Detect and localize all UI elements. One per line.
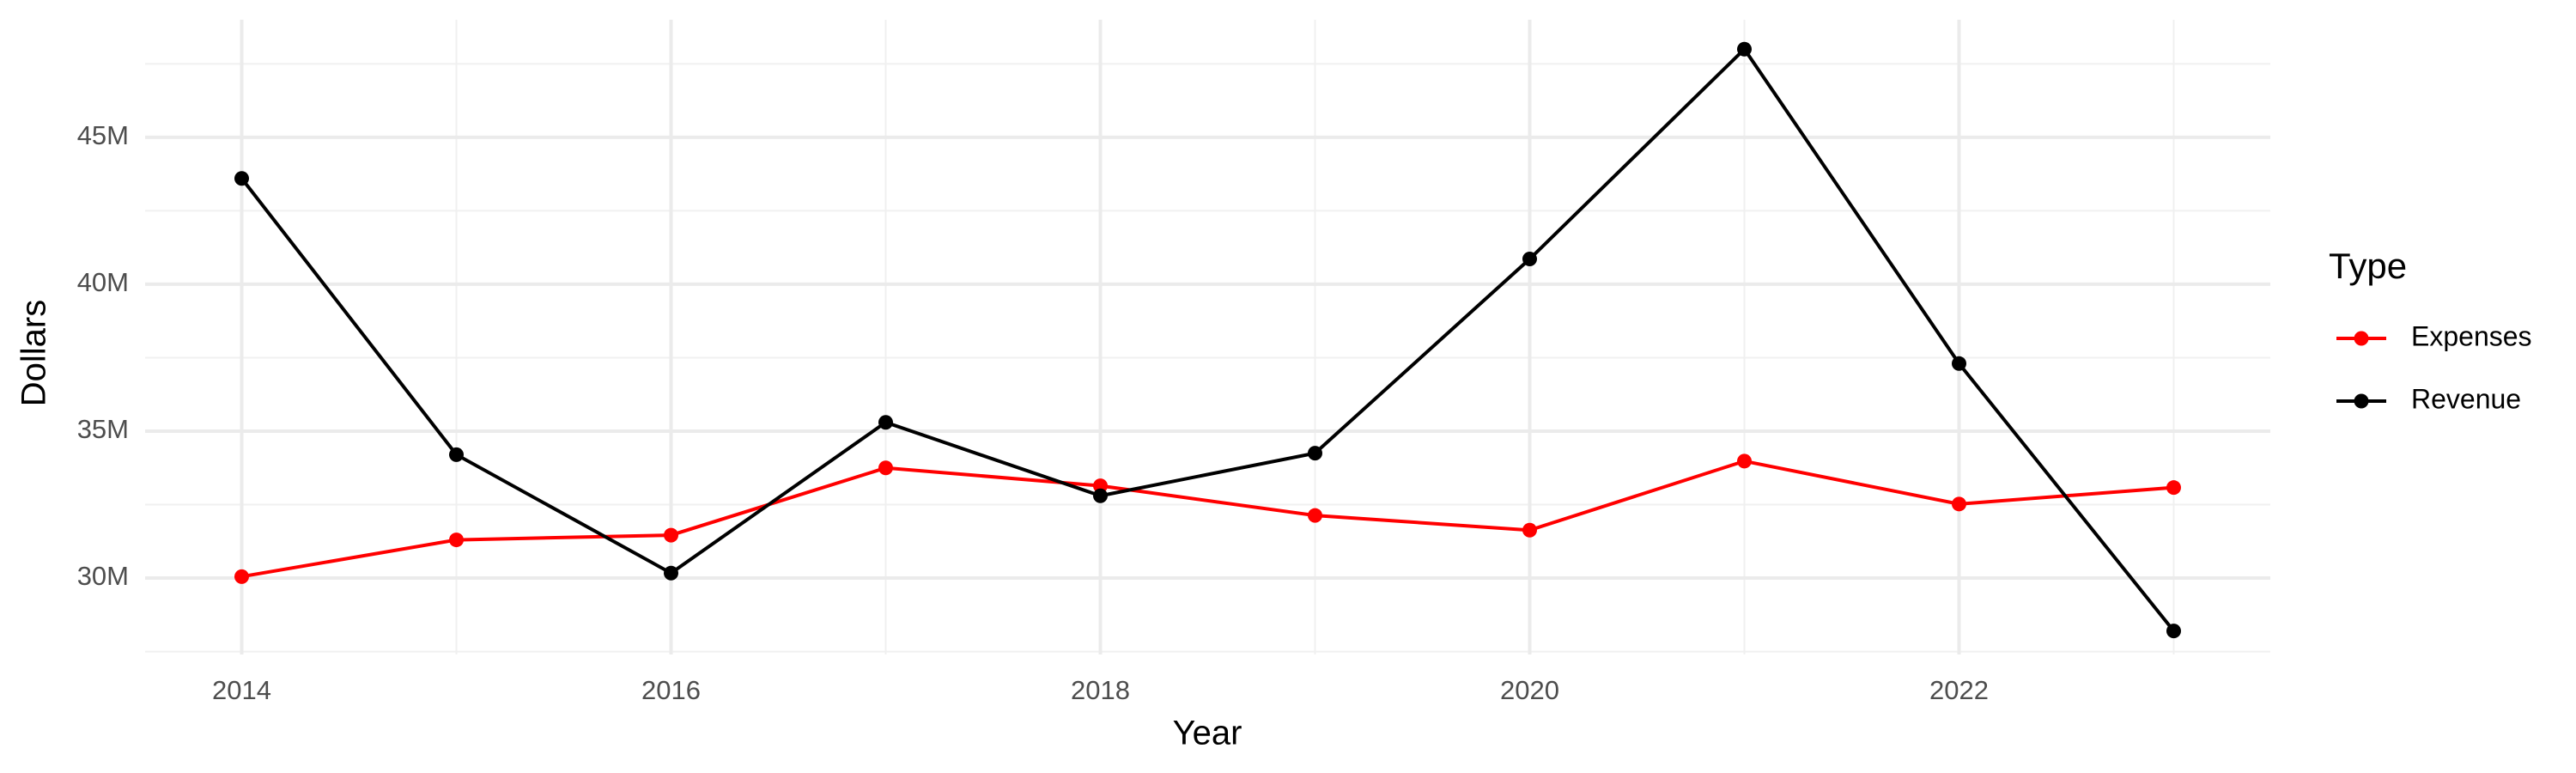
legend-label: Expenses <box>2411 320 2532 351</box>
data-point <box>664 565 678 581</box>
x-tick-label: 2018 <box>1071 675 1130 705</box>
data-point <box>449 533 464 548</box>
data-point <box>1093 488 1108 503</box>
data-point <box>1308 446 1322 461</box>
x-axis-title: Year <box>1173 715 1242 752</box>
x-tick-label: 2014 <box>212 675 271 705</box>
y-tick-label: 45M <box>77 120 129 150</box>
grid <box>145 20 2270 654</box>
series-line <box>241 459 2174 579</box>
x-tick-label: 2022 <box>1929 675 1989 705</box>
data-point <box>1522 251 1537 266</box>
data-point <box>1522 522 1537 538</box>
data-point <box>2166 480 2181 496</box>
x-tick-label: 2020 <box>1500 675 1559 705</box>
data-point <box>1093 478 1108 494</box>
data-point <box>1952 356 1966 371</box>
y-tick-label: 35M <box>77 414 129 444</box>
data-point <box>1952 496 1966 512</box>
data-point <box>664 527 678 543</box>
data-point <box>1737 41 1752 57</box>
data-point <box>878 460 893 476</box>
y-tick-label: 30M <box>77 561 129 591</box>
data-point <box>2166 624 2181 639</box>
data-point <box>1737 453 1752 469</box>
series-line <box>240 46 2176 632</box>
legend-title: Type <box>2329 246 2407 286</box>
data-point <box>449 447 464 462</box>
y-tick-label: 40M <box>77 267 129 297</box>
data-point <box>1308 508 1322 523</box>
legend-label: Revenue <box>2411 383 2521 414</box>
y-axis-title: Dollars <box>15 300 53 406</box>
legend-key-point <box>2354 393 2369 409</box>
legend-key-point <box>2354 331 2369 346</box>
data-point <box>234 569 249 584</box>
data-point <box>878 415 893 430</box>
x-tick-label: 2016 <box>641 675 701 705</box>
data-point <box>234 171 249 186</box>
